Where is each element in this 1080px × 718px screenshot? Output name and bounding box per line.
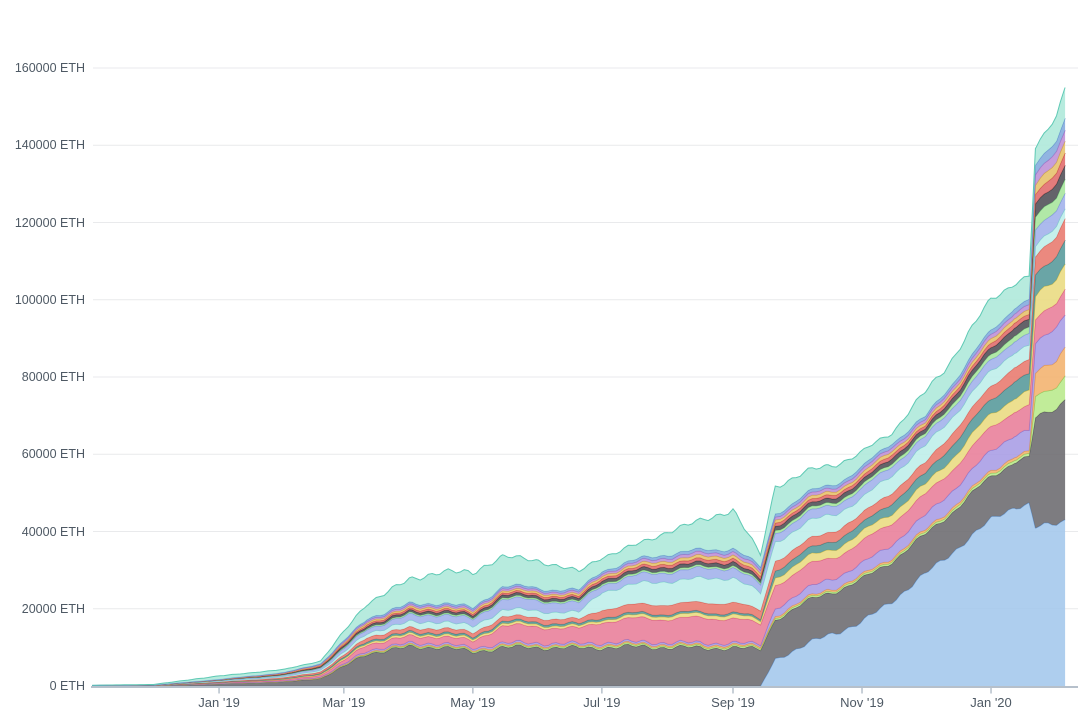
area-series <box>92 87 1066 687</box>
y-axis-tick-label: 20000 ETH <box>21 601 85 616</box>
x-axis-tick-label: Mar '19 <box>322 695 366 710</box>
x-axis-tick-label: Jul '19 <box>583 695 621 710</box>
x-axis-tick-label: Jan '19 <box>198 695 240 710</box>
gridlines <box>93 67 1078 610</box>
x-axis-tick-label: Jan '20 <box>970 695 1012 710</box>
area-band-sky-blue <box>92 502 1066 686</box>
x-axis-tick-label: May '19 <box>450 695 496 710</box>
y-axis-tick-label: 120000 ETH <box>14 215 85 230</box>
y-axis-tick-label: 140000 ETH <box>14 138 85 153</box>
y-axis-tick-label: 80000 ETH <box>21 370 85 384</box>
y-axis-tick-label: 160000 ETH <box>14 61 85 75</box>
x-axis-tick-label: Sep '19 <box>711 695 755 710</box>
y-axis-tick-label: 60000 ETH <box>21 447 85 462</box>
y-axis-tick-label: 40000 ETH <box>21 524 85 539</box>
y-axis-tick-label: 0 ETH <box>49 679 85 693</box>
area-band-dark-gray <box>92 399 1066 686</box>
x-axis-ticks <box>218 688 992 694</box>
x-axis-tick-label: Nov '19 <box>840 695 884 710</box>
area-line-mint <box>92 87 1066 686</box>
y-axis-tick-label: 100000 ETH <box>14 292 85 307</box>
